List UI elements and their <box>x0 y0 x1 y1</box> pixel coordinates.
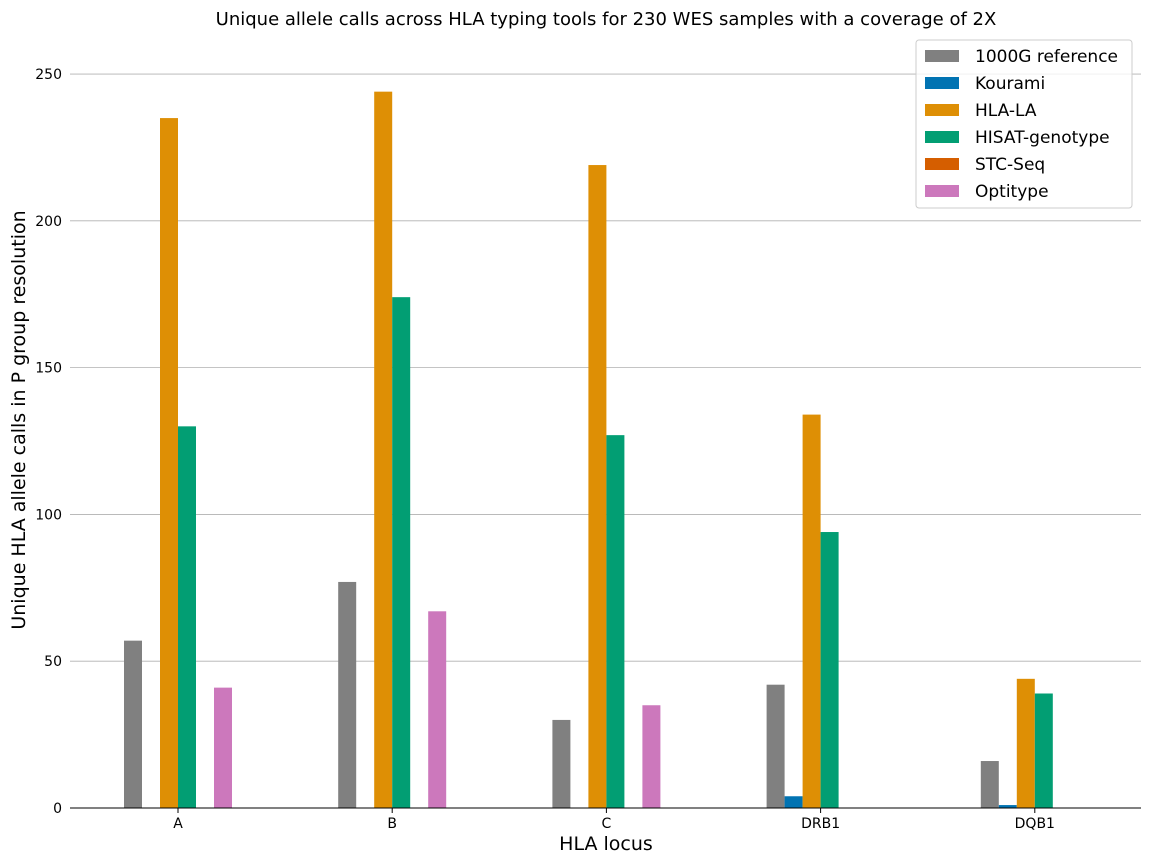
bar-B-Optitype <box>428 611 447 808</box>
y-tick-label: 0 <box>53 801 62 817</box>
legend-swatch <box>925 50 959 62</box>
bar-DQB1-1000G-reference <box>980 761 999 808</box>
legend-box <box>915 39 1133 209</box>
bar-DRB1-HISAT-genotype <box>820 532 839 808</box>
bar-C-1000G-reference <box>552 719 571 808</box>
bar-A-Optitype <box>214 687 232 808</box>
legend-label: 1000G reference <box>975 47 1118 67</box>
y-tick-labels: 0 50 100 150 200 250 <box>35 67 62 817</box>
bar-C-HISAT-genotype <box>606 435 625 808</box>
bar-B-HLA-LA <box>374 91 393 808</box>
legend-label: STC-Seq <box>975 155 1045 175</box>
y-axis-label: Unique HLA allele calls in P group resol… <box>8 210 30 629</box>
x-tick-labels: A B C DRB1 DQB1 <box>173 808 1055 832</box>
x-tick-label: DQB1 <box>1015 816 1055 832</box>
legend: 1000G reference Kourami HLA-LA HISAT-genoty… <box>915 39 1133 209</box>
bar-A-HLA-LA <box>160 118 178 809</box>
x-tick-label: C <box>602 816 612 832</box>
y-tick-label: 150 <box>35 361 62 377</box>
legend-swatch <box>925 158 959 170</box>
x-axis-label: HLA locus <box>559 833 653 855</box>
bar-A-1000G-reference <box>124 640 142 808</box>
bar-B-1000G-reference <box>338 581 357 808</box>
bars <box>124 91 1053 809</box>
legend-swatch <box>925 104 959 116</box>
legend-label: HLA-LA <box>975 101 1037 121</box>
legend-swatch <box>925 185 959 197</box>
legend-label: Kourami <box>975 74 1045 94</box>
bar-DRB1-HLA-LA <box>802 414 821 808</box>
legend-label: HISAT-genotype <box>975 128 1110 148</box>
y-tick-label: 50 <box>44 654 62 670</box>
legend-swatch <box>925 131 959 143</box>
x-tick-label: DRB1 <box>801 816 840 832</box>
x-tick-label: B <box>387 816 397 832</box>
bar-DQB1-HLA-LA <box>1016 678 1035 808</box>
bar-DRB1-1000G-reference <box>766 684 785 808</box>
y-tick-label: 250 <box>35 67 62 83</box>
legend-label: Optitype <box>975 182 1049 202</box>
x-tick-label: A <box>173 816 183 832</box>
bar-B-HISAT-genotype <box>392 297 411 808</box>
chart-title: Unique allele calls across HLA typing to… <box>216 9 997 30</box>
bar-DQB1-HISAT-genotype <box>1034 693 1053 808</box>
legend-swatch <box>925 77 959 89</box>
bar-DRB1-Kourami <box>784 796 803 808</box>
bar-DQB1-Kourami <box>998 805 1017 808</box>
bar-A-HISAT-genotype <box>178 426 196 808</box>
y-tick-label: 200 <box>35 214 62 230</box>
bar-C-Optitype <box>642 705 661 808</box>
y-tick-label: 100 <box>35 507 62 523</box>
bar-C-HLA-LA <box>588 165 607 808</box>
